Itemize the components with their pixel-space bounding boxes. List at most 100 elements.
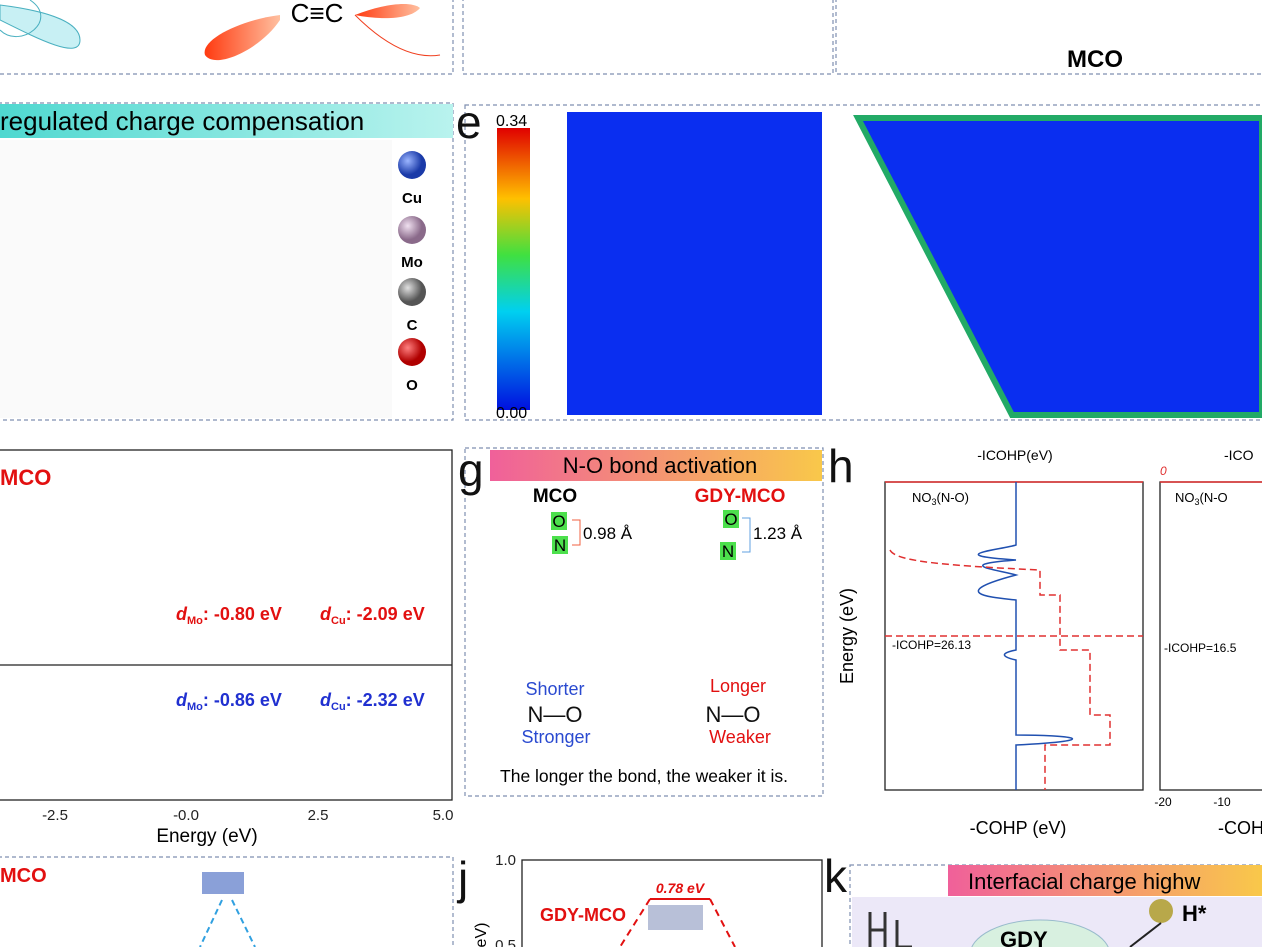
title-band: [0, 104, 453, 138]
orbital-lobe: [355, 4, 420, 19]
panel-border: [0, 0, 454, 75]
atom-highlight: [552, 536, 568, 554]
legend-label: Mo: [401, 254, 423, 271]
legend-label: Cu: [402, 190, 422, 207]
bond-strength-note: Weaker: [709, 727, 771, 747]
bond-label: C≡C: [291, 0, 344, 28]
species-label: NO3(N-O: [1175, 490, 1228, 507]
top-tick-label: 0: [1160, 464, 1167, 478]
top-axis-label: -ICO: [1224, 447, 1254, 463]
orbital-lobe: [0, 4, 81, 49]
x-axis-label: Energy (eV): [156, 826, 257, 847]
gdy-sphere: [971, 919, 1109, 947]
panel-border: [0, 856, 454, 947]
panel-d: regulated charge compensation Cu Mo C O: [0, 102, 454, 421]
d-band-center: dCu: -2.09 eV: [320, 604, 425, 627]
panel-border: [0, 102, 454, 421]
cohp-curves: [885, 482, 1143, 790]
plot-frame: [0, 449, 453, 801]
legend-label: C: [407, 317, 418, 334]
panel-title: N-O bond activation: [563, 453, 757, 478]
y-axis-label: eV): [473, 923, 490, 947]
panel-g: g N-O bond activation MCO GDY-MCO O N O …: [458, 444, 824, 797]
structure-icon: [202, 872, 244, 894]
d-band-center: dCu: -2.32 eV: [320, 690, 425, 713]
colorbar-min: 0.00: [496, 405, 527, 422]
panel-f: MCO dMo: -0.80 eV dCu: -2.09 eV dMo: -0.…: [0, 449, 454, 847]
panel-letter: h: [828, 440, 854, 492]
panel-border: [464, 447, 824, 797]
panel-k: k Interfacial charge highw H* GDY: [824, 850, 1262, 947]
atom-highlight: [723, 510, 739, 528]
x-tick-label: -0.0: [173, 807, 199, 824]
structure-background: [0, 140, 392, 418]
panel-letter: j: [456, 852, 468, 904]
adsorbate: [1149, 899, 1173, 923]
bond-length-note: Shorter: [525, 679, 584, 699]
material-label: MCO: [656, 0, 740, 28]
title-band: [948, 865, 1262, 896]
bond-length: 0.98 Å: [583, 524, 633, 543]
panel-border: [835, 0, 1262, 75]
atom-label: N: [722, 542, 734, 561]
orbital-lobe: [204, 15, 280, 61]
legend-atom: [398, 151, 426, 179]
panel-border: [462, 0, 834, 75]
y-axis-label: Energy (eV): [837, 588, 857, 684]
structure-icon: [648, 905, 703, 930]
bond-bracket: [742, 517, 751, 553]
icohp-value: -ICOHP=26.13: [892, 638, 971, 652]
species-label: H*: [1182, 901, 1207, 926]
atom-highlight: [720, 542, 736, 560]
y-tick-label: 0.5: [495, 937, 516, 947]
panel-border: [464, 104, 1262, 421]
bond-bracket: [572, 519, 581, 546]
legend-atom: [398, 216, 426, 244]
x-tick-label: 2.5: [308, 807, 329, 824]
legend-atom: [398, 278, 426, 306]
plot-frame: [521, 859, 823, 947]
panel-letter: g: [458, 444, 484, 496]
panel-title: regulated charge compensation: [0, 106, 364, 136]
sample-label: MCO: [0, 865, 47, 887]
panel-h: h -ICOHP(eV) Energy (eV) NO3(N-O) -ICOHP…: [828, 440, 1262, 838]
caption: The longer the bond, the weaker it is.: [500, 766, 788, 786]
barrier-label: 0.78 eV: [656, 880, 706, 896]
panel-letter: k: [824, 850, 848, 902]
reaction-path: [619, 898, 736, 947]
atom-highlight: [551, 512, 567, 530]
plot-frame: [1159, 481, 1262, 791]
cohp-curve: [977, 482, 1074, 790]
x-tick-label: -2.5: [42, 807, 68, 824]
pathway-line: [199, 899, 256, 947]
panel-c: MCO: [835, 0, 1262, 75]
sample-label: GDY-MCO: [540, 905, 626, 925]
species-label: NO3(N-O): [912, 490, 969, 507]
d-band-center: dMo: -0.80 eV: [176, 604, 282, 627]
panel-j: j 1.0 0.5 eV) GDY-MCO 0.78 eV: [456, 852, 823, 947]
x-axis-label: -COH: [1218, 818, 1262, 838]
electrode-icon: [868, 912, 912, 947]
legend-atom: [398, 338, 426, 366]
panel-title: Interfacial charge highw: [968, 869, 1200, 894]
icohp-value: -ICOHP=16.5: [1164, 641, 1237, 655]
top-axis-label: -ICOHP(eV): [977, 447, 1052, 463]
bond-length-note: Longer: [710, 676, 766, 696]
color-bar: [497, 128, 530, 410]
legend-label: O: [406, 377, 418, 394]
orbital-lobe: [0, 0, 42, 37]
colorbar-max: 0.34: [496, 113, 527, 130]
panel-b: MCO: [462, 0, 834, 75]
d-band-center: dMo: -0.86 eV: [176, 690, 282, 713]
x-tick-label: -10: [1213, 795, 1231, 809]
x-tick-label: 5.0: [433, 807, 454, 824]
atom-label: N: [554, 536, 566, 555]
x-tick-label: -20: [1154, 795, 1172, 809]
title-band: [490, 450, 822, 481]
panel-letter: e: [456, 96, 482, 148]
elf-map: [567, 112, 822, 415]
structure-name: MCO: [533, 486, 577, 507]
panel-a: C≡C: [0, 0, 454, 75]
orbital-lobe: [354, 14, 441, 57]
